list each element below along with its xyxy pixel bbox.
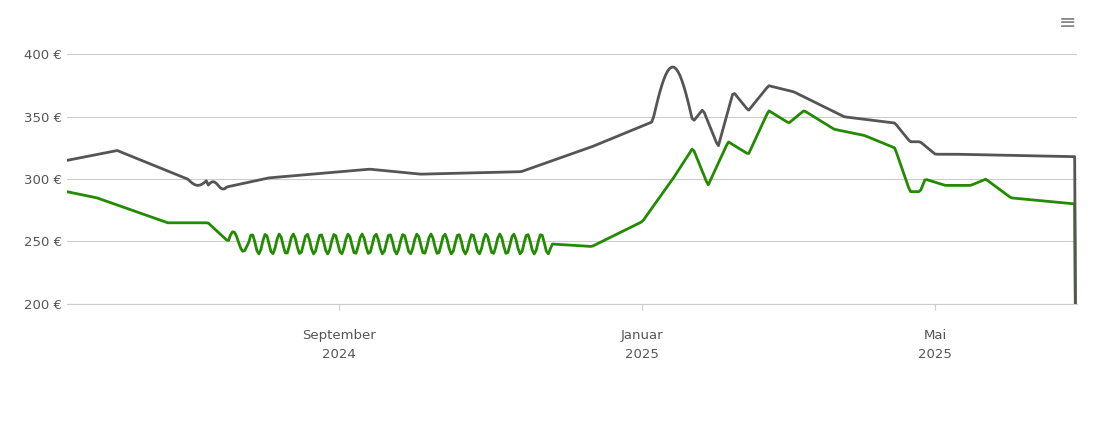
Text: September: September (302, 329, 376, 342)
Text: 2025: 2025 (918, 348, 952, 361)
Text: Mai: Mai (924, 329, 947, 342)
Text: 2024: 2024 (322, 348, 356, 361)
Text: Januar: Januar (620, 329, 664, 342)
Text: 2025: 2025 (625, 348, 659, 361)
Text: ≡: ≡ (1059, 13, 1077, 33)
